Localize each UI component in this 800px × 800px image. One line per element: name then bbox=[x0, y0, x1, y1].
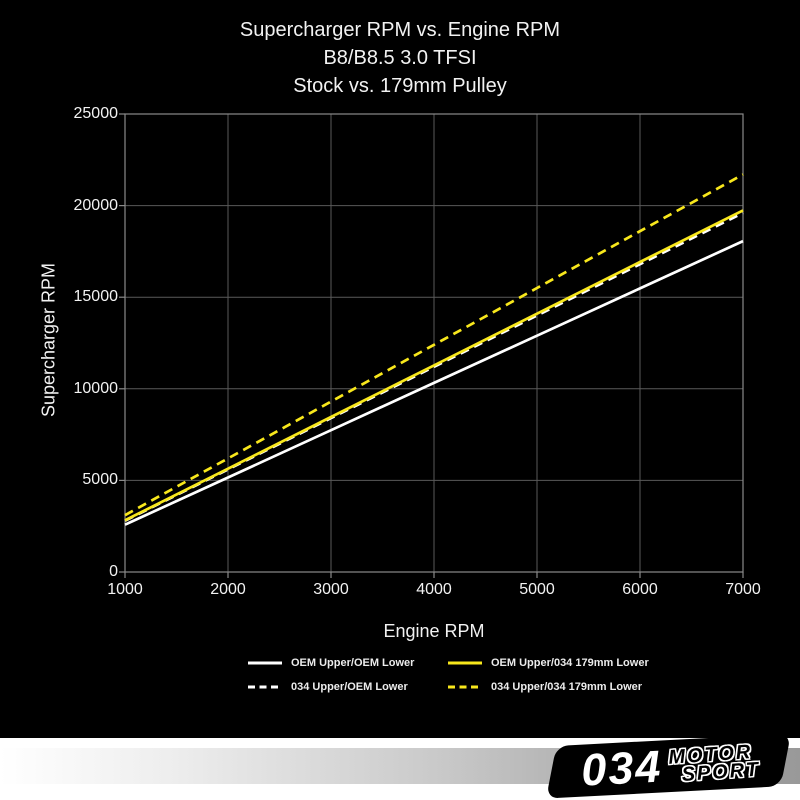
chart-title-block: Supercharger RPM vs. Engine RPM B8/B8.5 … bbox=[0, 16, 800, 100]
legend-solid-line-swatch bbox=[248, 661, 282, 665]
x-tick-label: 1000 bbox=[107, 581, 143, 598]
x-tick-label: 2000 bbox=[210, 581, 246, 598]
brand-logo-word-sport: SPORT bbox=[681, 758, 762, 786]
x-tick-label: 6000 bbox=[622, 581, 658, 598]
legend-item-label: OEM Upper/OEM Lower bbox=[291, 657, 415, 669]
legend-item-label: 034 Upper/034 179mm Lower bbox=[491, 681, 643, 693]
y-tick-label: 0 bbox=[109, 563, 118, 580]
legend-item: OEM Upper/OEM Lower bbox=[248, 657, 448, 669]
chart-title-line2: B8/B8.5 3.0 TFSI bbox=[323, 47, 477, 69]
chart-title-line1: Supercharger RPM vs. Engine RPM bbox=[239, 19, 561, 41]
chart-legend: OEM Upper/OEM Lower OEM Upper/034 179mm L… bbox=[248, 651, 698, 699]
legend-item: 034 Upper/OEM Lower bbox=[248, 681, 448, 693]
chart-area: Supercharger RPM vs. Engine RPM B8/B8.5 … bbox=[0, 0, 800, 738]
plot-canvas bbox=[119, 113, 744, 578]
x-tick-label: 4000 bbox=[416, 581, 452, 598]
legend-item: 034 Upper/034 179mm Lower bbox=[448, 681, 698, 693]
x-tick-label: 5000 bbox=[519, 581, 555, 598]
series-line bbox=[124, 173, 744, 517]
x-tick-label: 7000 bbox=[725, 581, 761, 598]
legend-item: OEM Upper/034 179mm Lower bbox=[448, 657, 698, 669]
legend-dashed-line-swatch bbox=[248, 685, 282, 689]
y-tick-label: 15000 bbox=[73, 288, 119, 306]
legend-solid-line-swatch bbox=[448, 661, 482, 665]
x-axis-title: Engine RPM bbox=[383, 621, 485, 641]
brand-logo-number: 034 bbox=[579, 740, 664, 796]
brand-logo-wordmark: MOTOR SPORT bbox=[668, 741, 762, 786]
series-line bbox=[124, 209, 744, 522]
x-tick-label: 3000 bbox=[313, 581, 349, 598]
footer: 034 MOTOR SPORT bbox=[0, 733, 800, 800]
legend-item-label: 034 Upper/OEM Lower bbox=[291, 681, 408, 693]
legend-dashed-line-swatch bbox=[448, 685, 482, 689]
series-line bbox=[124, 239, 744, 526]
y-tick-label: 20000 bbox=[73, 196, 119, 214]
legend-item-label: OEM Upper/034 179mm Lower bbox=[491, 657, 649, 669]
y-tick-label: 5000 bbox=[82, 471, 118, 489]
chart-title-line3: Stock vs. 179mm Pulley bbox=[293, 75, 507, 97]
y-tick-label: 25000 bbox=[73, 105, 119, 122]
y-tick-label: 10000 bbox=[73, 379, 119, 397]
brand-logo: 034 MOTOR SPORT bbox=[546, 732, 796, 800]
